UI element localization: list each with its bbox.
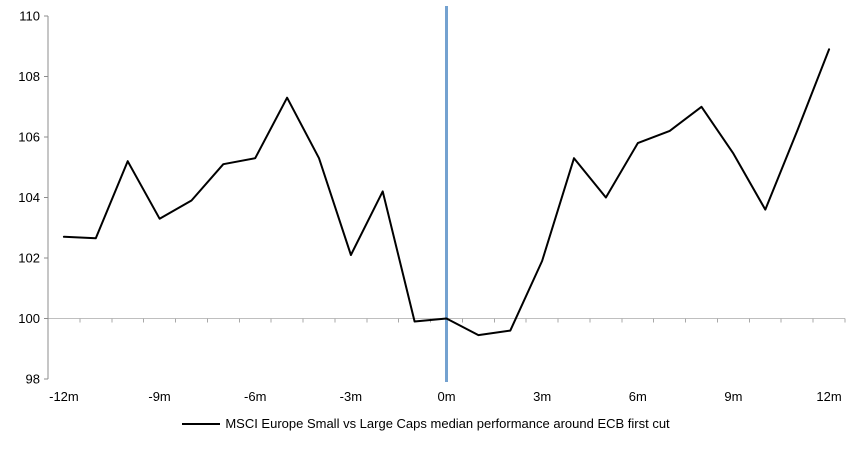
series-line xyxy=(62,48,831,337)
x-axis-label: -12m xyxy=(49,389,79,404)
x-axis-label: -3m xyxy=(340,389,362,404)
y-axis-label: 100 xyxy=(18,311,40,326)
y-axis-label: 104 xyxy=(18,190,40,205)
y-axis-label: 106 xyxy=(18,130,40,145)
y-axis-label: 110 xyxy=(19,9,40,24)
x-axis-label: 6m xyxy=(629,389,647,404)
x-axis-label: -6m xyxy=(244,389,266,404)
performance-line-chart: 98 100 102 104 106 108 110 -12m -9m -6m -3m 0m 3m 6m 9… xyxy=(18,6,846,404)
y-axis-label: 102 xyxy=(18,251,40,266)
x-axis-label: -9m xyxy=(148,389,170,404)
y-axis-label: 98 xyxy=(26,372,40,387)
x-axis-label: 0m xyxy=(437,389,455,404)
legend-line-icon xyxy=(182,422,221,425)
x-axis-label: 9m xyxy=(724,389,742,404)
x-axis-label: 12m xyxy=(816,389,841,404)
y-axis-label: 108 xyxy=(18,69,40,84)
legend-label: MSCI Europe Small vs Large Caps median p… xyxy=(225,416,670,431)
x-axis-label: 3m xyxy=(533,389,551,404)
legend: MSCI Europe Small vs Large Caps median p… xyxy=(0,416,852,431)
